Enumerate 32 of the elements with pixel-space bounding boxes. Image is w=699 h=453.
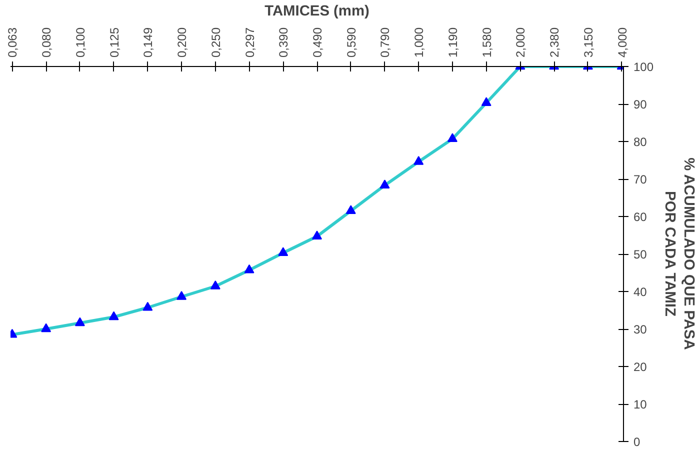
x-tick-label: 0,125 xyxy=(107,27,122,58)
x-tick-label: 0,250 xyxy=(208,27,223,58)
x-tick-label: 0,200 xyxy=(175,27,190,58)
x-tick-label: 0,490 xyxy=(310,27,324,58)
x-axis-title: TAMICES (mm) xyxy=(264,3,370,20)
x-tick-label: 0,100 xyxy=(73,27,88,58)
x-tick-label: 0,080 xyxy=(40,27,54,58)
y-tick-label: 40 xyxy=(634,285,648,299)
x-tick-label: 1,190 xyxy=(446,27,460,58)
x-tick-label: 1,580 xyxy=(480,27,494,58)
y-tick-label: 90 xyxy=(634,98,648,112)
y-tick-label: 50 xyxy=(634,248,648,262)
y-tick-label: 100 xyxy=(634,60,654,74)
y-tick-label: 30 xyxy=(634,322,648,336)
y-tick-label: 10 xyxy=(634,398,648,412)
y-axis-title: % ACUMULADO QUE PASA POR CADA TAMIZ xyxy=(662,158,697,350)
y-tick-label: 0 xyxy=(634,435,640,449)
x-tick-label: 0,390 xyxy=(276,27,291,58)
x-tick-label: 0,063 xyxy=(6,27,20,58)
x-tick-label: 1,000 xyxy=(412,27,426,58)
x-tick-label: 0,590 xyxy=(344,27,358,58)
y-tick-label: 60 xyxy=(634,210,648,224)
x-tick-label: 4,000 xyxy=(615,27,630,58)
x-tick-label: 3,150 xyxy=(581,27,596,58)
y-tick-label: 70 xyxy=(634,172,648,186)
y-tick-label: 20 xyxy=(634,360,648,374)
x-tick-label: 0,790 xyxy=(378,27,392,58)
x-tick-label: 0,149 xyxy=(141,27,156,58)
x-tick-label: 2,380 xyxy=(548,27,562,58)
y-tick-label: 80 xyxy=(634,135,648,149)
x-tick-label: 0,297 xyxy=(242,27,257,58)
x-tick-label: 2,000 xyxy=(514,27,528,58)
